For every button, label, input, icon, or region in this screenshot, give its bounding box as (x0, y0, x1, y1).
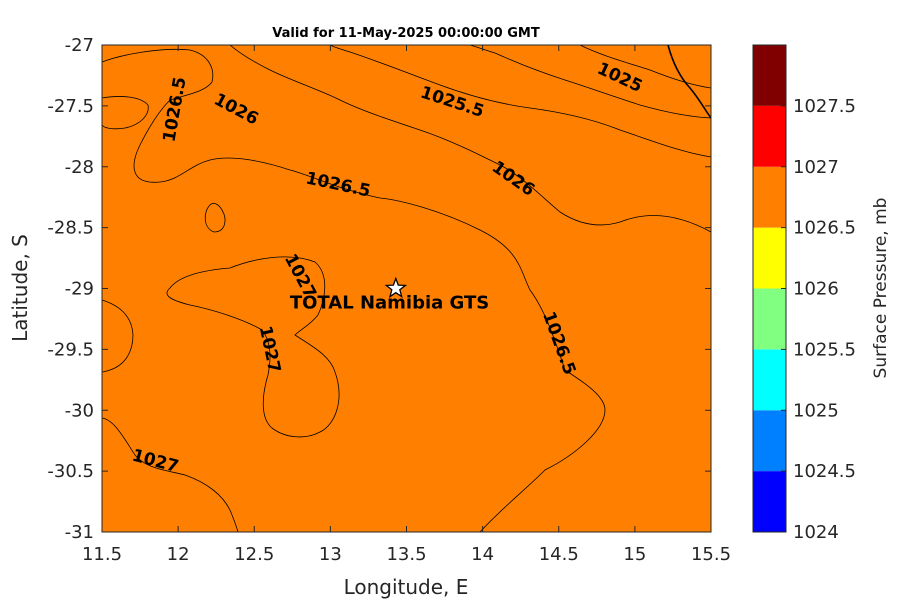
x-tick-label: 13.5 (386, 544, 426, 565)
site-marker-group: TOTAL Namibia GTS (290, 276, 489, 314)
colorbar: 1027.5 1027 1026.5 1026 1025.5 1025 1024.5 1024 (752, 44, 856, 543)
colorbar-swatch (753, 410, 786, 472)
x-tick-label: 12 (167, 544, 190, 565)
x-axis-ticks: 11.5 12 12.5 13 13.5 14 14.5 15 15.5 (82, 45, 731, 565)
colorbar-tick-label: 1026 (793, 279, 839, 300)
region-1024 (579, 45, 711, 89)
site-label: TOTAL Namibia GTS (290, 293, 489, 314)
colorbar-swatch (753, 471, 786, 532)
region-1027-sw (102, 417, 239, 532)
colorbar-tick-label: 1027 (793, 157, 839, 178)
colorbar-label: Surface Pressure, mb (871, 198, 891, 379)
y-axis-label: Latitude, S (8, 234, 32, 342)
colorbar-tick-label: 1025 (793, 400, 839, 421)
region-1027-nw (102, 96, 149, 130)
y-tick-label: -28 (65, 157, 94, 178)
colorbar-tick-label: 1024.5 (793, 461, 856, 482)
colorbar-swatch (753, 45, 786, 106)
region-1026-5 (102, 45, 711, 532)
colorbar-swatch (753, 288, 786, 350)
x-tick-label: 11.5 (82, 544, 122, 565)
x-tick-label: 13 (319, 544, 342, 565)
y-tick-label: -29 (65, 279, 94, 300)
x-tick-label: 14.5 (539, 544, 579, 565)
y-tick-label: -29.5 (47, 339, 94, 360)
y-tick-label: -31 (65, 522, 94, 543)
y-tick-label: -27 (65, 35, 94, 56)
colorbar-tick-label: 1026.5 (793, 218, 856, 239)
contour-field (102, 45, 711, 532)
colorbar-tick-label: 1027.5 (793, 96, 856, 117)
region-1027-center (166, 256, 340, 438)
region-1025-5 (229, 45, 711, 233)
colorbar-swatch (753, 349, 786, 411)
y-tick-label: -30.5 (47, 461, 94, 482)
colorbar-swatch (753, 105, 786, 167)
chart-title: Valid for 11-May-2025 00:00:00 GMT (272, 26, 540, 41)
colorbar-tick-label: 1025.5 (793, 339, 856, 360)
colorbar-swatch (753, 166, 786, 228)
region-1025 (329, 45, 711, 158)
site-star-icon (384, 276, 408, 299)
region-1027-west (102, 299, 134, 373)
y-tick-label: -30 (65, 400, 94, 421)
coastline (667, 45, 711, 119)
y-tick-label: -27.5 (47, 96, 94, 117)
y-tick-label: -28.5 (47, 218, 94, 239)
x-tick-label: 15 (623, 544, 646, 565)
x-tick-label: 12.5 (234, 544, 274, 565)
x-axis-label: Longitude, E (344, 575, 469, 599)
y-axis-ticks: -27 -27.5 -28 -28.5 -29 -29.5 -30 -30.5 -31 (47, 35, 711, 543)
region-1024-5 (469, 45, 711, 119)
x-tick-label: 14 (471, 544, 494, 565)
colorbar-swatch (753, 227, 786, 289)
region-1026 (102, 45, 711, 532)
x-tick-label: 15.5 (691, 544, 731, 565)
region-1026-blob (204, 203, 226, 233)
colorbar-tick-label: 1024 (793, 522, 839, 543)
